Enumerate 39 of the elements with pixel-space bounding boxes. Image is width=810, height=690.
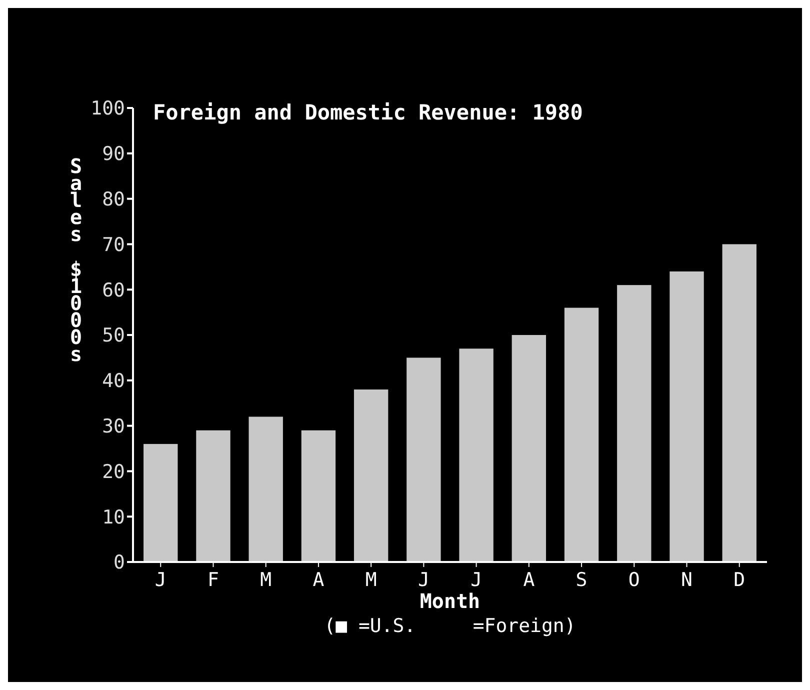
y-tick-label: 40 — [102, 370, 125, 392]
bar — [617, 285, 652, 562]
bar — [144, 444, 178, 562]
x-tick-label: J — [470, 569, 482, 591]
x-tick-label: A — [523, 569, 536, 591]
y-tick-label: 60 — [102, 279, 125, 302]
bar — [722, 244, 756, 562]
text: Sales $1000s — [70, 154, 82, 366]
x-tick-label: M — [365, 569, 377, 591]
x-tick-label: N — [681, 569, 692, 591]
bar — [248, 416, 283, 562]
y-tick-label: 80 — [102, 188, 125, 210]
chart-title: Foreign and Domestic Revenue: 1980 — [153, 100, 583, 124]
y-tick-label: 20 — [102, 460, 125, 483]
y-tick-label: 0 — [114, 552, 125, 574]
y-tick-label: 70 — [102, 234, 125, 256]
bar — [564, 308, 599, 562]
x-tick-label: O — [628, 569, 640, 591]
bar — [459, 348, 494, 562]
text: (■ =U.S. =Foreign) — [324, 615, 576, 637]
y-tick-label: 10 — [102, 506, 125, 528]
bar — [406, 358, 441, 562]
bar — [670, 271, 704, 562]
y-tick-label: 90 — [102, 143, 125, 166]
x-axis-title: Month — [420, 589, 480, 613]
bar — [301, 430, 336, 562]
bar — [512, 335, 546, 562]
x-tick-label: J — [154, 569, 166, 591]
x-tick-label: S — [576, 569, 588, 591]
y-tick-label: 30 — [102, 415, 125, 438]
x-tick-label: J — [418, 569, 430, 591]
bar — [196, 430, 230, 562]
x-tick-label: D — [734, 569, 746, 591]
x-tick-label: A — [312, 569, 325, 591]
y-tick-label: 50 — [102, 324, 125, 347]
x-tick-label: M — [260, 569, 272, 591]
y-tick-label: 100 — [90, 98, 125, 120]
x-tick-label: F — [208, 569, 219, 591]
bar — [354, 389, 388, 562]
